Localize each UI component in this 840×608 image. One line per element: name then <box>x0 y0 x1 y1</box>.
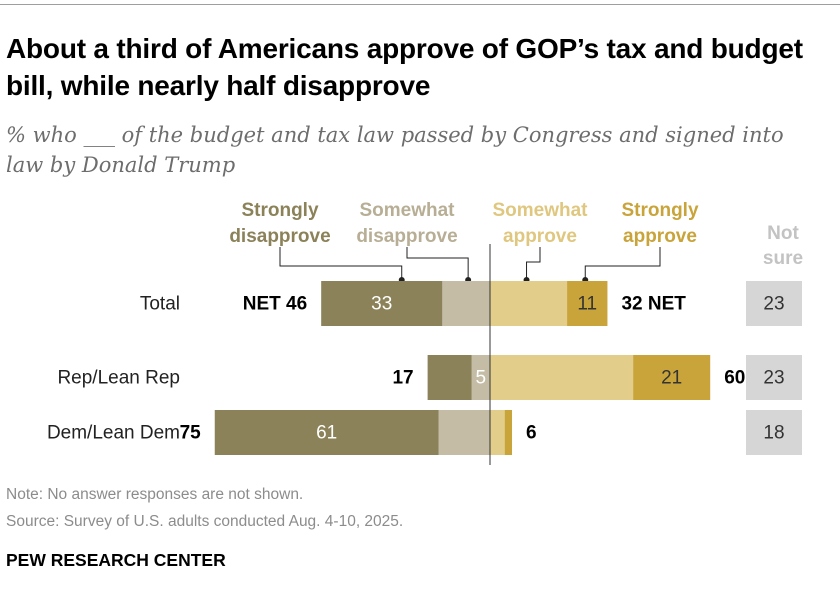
chart-subtitle: % who ___ of the budget and tax law pass… <box>6 123 784 177</box>
not-sure-box <box>746 355 802 400</box>
chart-source: Source: Survey of U.S. adults conducted … <box>6 513 404 530</box>
legend-label-strongly-disapprove: disapprove <box>229 226 330 247</box>
not-sure-value: 23 <box>763 294 784 315</box>
net-disapprove-label: 75 <box>180 423 202 444</box>
bar-strongly-disapprove <box>214 410 439 455</box>
net-approve-label: 6 <box>526 423 537 444</box>
net-approve-label: 60 <box>724 368 745 389</box>
legend-label-somewhat-disapprove: Somewhat <box>359 200 455 221</box>
not-sure-value: 18 <box>763 423 784 444</box>
net-disapprove-label: 17 <box>392 368 413 389</box>
category-label: Total <box>140 294 180 315</box>
bar-value-label: 61 <box>316 423 337 444</box>
legend-label-strongly-approve: Strongly <box>621 200 698 221</box>
bar-somewhat-approve <box>490 355 634 400</box>
top-rule <box>0 4 840 5</box>
bar-value-label: 5 <box>476 368 487 389</box>
legend-label-not-sure: sure <box>763 248 803 269</box>
leader-line-strongly-approve <box>584 247 661 280</box>
leader-line-somewhat-approve <box>526 247 541 280</box>
bar-somewhat-disapprove <box>442 281 490 326</box>
legend-label-strongly-approve: approve <box>623 226 697 247</box>
bar-somewhat-disapprove <box>438 410 490 455</box>
net-approve-label: 32 NET <box>621 294 686 315</box>
legend-label-somewhat-disapprove: disapprove <box>356 226 457 247</box>
bar-somewhat-approve <box>490 410 505 455</box>
chart-note: Note: No answer responses are not shown. <box>6 486 304 503</box>
pew-brand: PEW RESEARCH CENTER <box>6 550 226 570</box>
legend-label-strongly-disapprove: Strongly <box>241 200 318 221</box>
category-label: Dem/Lean Dem <box>47 423 180 444</box>
legend-label-somewhat-approve: approve <box>503 226 577 247</box>
category-label: Rep/Lean Rep <box>57 368 180 389</box>
chart-title: About a third of Americans approve of GO… <box>6 33 803 101</box>
leader-line-strongly-disapprove <box>279 247 403 280</box>
bar-strongly-approve <box>504 410 513 455</box>
not-sure-box <box>746 410 802 455</box>
legend-label-not-sure: Not <box>767 223 799 244</box>
not-sure-box <box>746 281 802 326</box>
bar-somewhat-approve <box>490 281 568 326</box>
bar-strongly-disapprove <box>321 281 443 326</box>
bar-value-label: 21 <box>661 368 682 389</box>
bar-strongly-approve <box>567 281 608 326</box>
diverging-bar-chart: Strongly disapprove Somewhat disapprove Some… <box>47 200 803 465</box>
bar-strongly-approve <box>633 355 711 400</box>
legend-label-somewhat-approve: Somewhat <box>492 200 588 221</box>
bar-somewhat-disapprove <box>471 355 490 400</box>
bar-strongly-disapprove <box>427 355 472 400</box>
leader-line-somewhat-disapprove <box>406 247 469 280</box>
bar-value-label: 11 <box>577 294 597 315</box>
net-disapprove-label: NET 46 <box>243 294 307 315</box>
bar-value-label: 33 <box>371 294 392 315</box>
not-sure-value: 23 <box>763 368 784 389</box>
